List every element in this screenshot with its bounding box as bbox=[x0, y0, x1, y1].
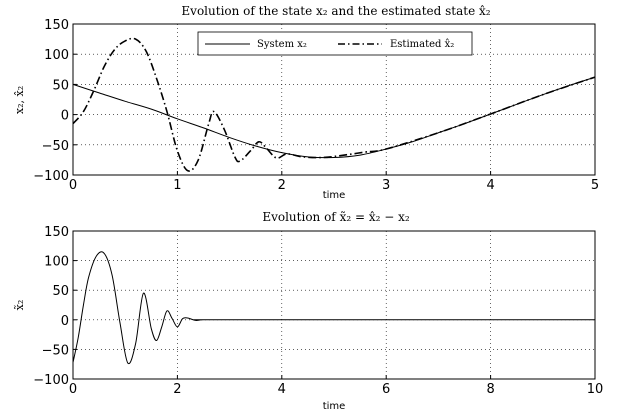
chart-bottom-title: Evolution of x̃₂ = x̂₂ − x₂ bbox=[262, 210, 410, 224]
chart-bottom-ytick-label: −50 bbox=[42, 343, 69, 358]
chart-top-ylabel: x₂, x̂₂ bbox=[13, 86, 26, 114]
chart-bottom-frame bbox=[72, 230, 596, 380]
chart-bottom-xtick-label: 6 bbox=[382, 382, 390, 397]
chart-top-ytick-label: 0 bbox=[61, 109, 69, 124]
chart-bottom-ytick-label: −100 bbox=[33, 373, 69, 388]
chart-top-ytick-label: −100 bbox=[33, 169, 69, 184]
legend-label-system: System x₂ bbox=[257, 39, 307, 50]
chart-top-frame bbox=[72, 23, 596, 176]
chart-bottom-ylabel: x̃₂ bbox=[13, 300, 26, 311]
chart-top-legend: System x₂ Estimated x̂₂ bbox=[197, 31, 473, 56]
chart-top-title: Evolution of the state x₂ and the estima… bbox=[181, 4, 490, 18]
chart-top-series-1 bbox=[72, 37, 596, 172]
chart-top-xtick-label: 5 bbox=[591, 178, 599, 193]
chart-top: Evolution of the state x₂ and the estima… bbox=[13, 4, 599, 201]
chart-top-xtick-label: 4 bbox=[486, 178, 494, 193]
chart-bottom: Evolution of x̃₂ = x̂₂ − x₂ 0 2 4 6 8 10 150 10… bbox=[13, 210, 603, 412]
chart-bottom-ytick-label: 150 bbox=[44, 225, 69, 240]
chart-top-xtick-label: 0 bbox=[69, 178, 77, 193]
chart-top-ytick-label: −50 bbox=[42, 139, 69, 154]
chart-top-ytick-label: 50 bbox=[52, 78, 69, 93]
chart-bottom-series-0 bbox=[72, 251, 595, 365]
chart-top-xtick-label: 2 bbox=[278, 178, 286, 193]
chart-bottom-xtick-label: 8 bbox=[486, 382, 494, 397]
legend-label-estimated: Estimated x̂₂ bbox=[390, 39, 454, 50]
chart-top-xlabel: time bbox=[323, 190, 346, 201]
chart-bottom-ytick-label: 0 bbox=[61, 314, 69, 329]
chart-bottom-ytick-label: 100 bbox=[44, 255, 69, 270]
chart-bottom-xtick-label: 10 bbox=[587, 382, 604, 397]
chart-top-xtick-label: 3 bbox=[382, 178, 390, 193]
chart-bottom-xlabel: time bbox=[323, 401, 346, 412]
chart-bottom-xtick-label: 0 bbox=[69, 382, 77, 397]
chart-bottom-xtick-label: 4 bbox=[278, 382, 286, 397]
chart-top-ytick-label: 100 bbox=[44, 48, 69, 63]
chart-top-xtick-label: 1 bbox=[173, 178, 181, 193]
chart-bottom-ytick-label: 50 bbox=[52, 284, 69, 299]
chart-top-series-0 bbox=[72, 76, 596, 159]
chart-bottom-xtick-label: 2 bbox=[173, 382, 181, 397]
chart-top-ytick-label: 150 bbox=[44, 18, 69, 33]
